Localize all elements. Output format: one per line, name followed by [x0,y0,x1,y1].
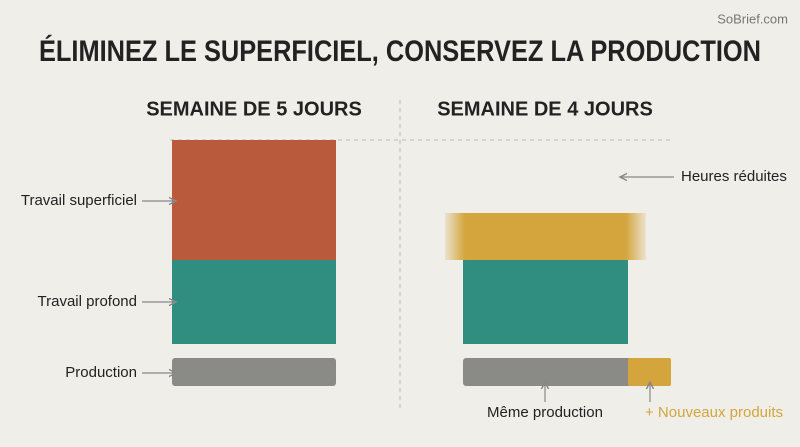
production-bar [172,358,336,386]
extra-production-bar [628,358,671,386]
title: ÉLIMINEZ LE SUPERFICIEL, CONSERVEZ LA PR… [39,34,761,68]
watermark: SoBrief.com [717,11,788,26]
deep-work-block [463,260,628,344]
label: Travail superficiel [21,192,137,209]
label: Même production [487,404,603,421]
label: + Nouveaux produits [645,404,783,421]
label: Heures réduites [681,168,787,185]
label: Travail profond [38,293,138,310]
left-heading: SEMAINE DE 5 JOURS [146,98,362,120]
right-heading: SEMAINE DE 4 JOURS [437,98,653,120]
deep-work-block [172,260,336,344]
label: Production [65,364,137,381]
production-bar [463,358,633,386]
new-products-block [445,213,646,260]
shallow-work-block [172,140,336,260]
